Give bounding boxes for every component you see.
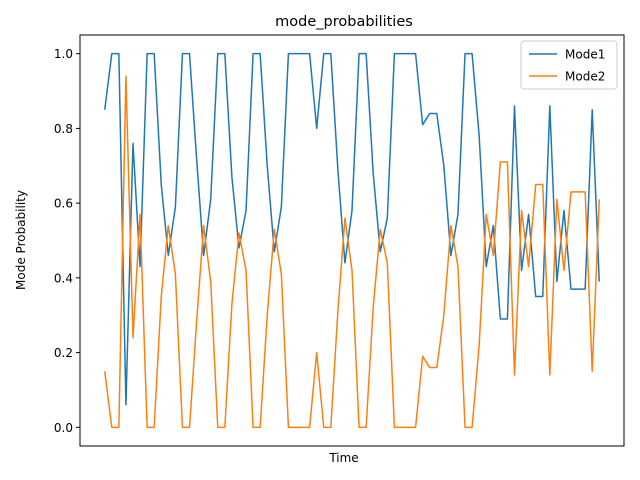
legend-label-mode1: Mode1	[565, 48, 605, 62]
y-tick-label: 1.0	[54, 47, 73, 61]
y-tick-label: 0.6	[54, 197, 73, 211]
y-tick-label: 0.2	[54, 346, 73, 360]
y-axis: 0.0 0.2 0.4 0.6 0.8 1.0	[54, 47, 80, 435]
y-axis-label: Mode Probability	[14, 190, 28, 290]
series-line-mode1	[103, 52, 601, 406]
legend: Mode1 Mode2	[520, 40, 618, 90]
y-tick-label: 0.0	[54, 421, 73, 435]
legend-label-mode2: Mode2	[565, 70, 605, 84]
legend-box	[520, 40, 618, 90]
y-tick-label: 0.8	[54, 122, 73, 136]
y-tick-label: 0.4	[54, 271, 73, 285]
series-layer	[103, 52, 601, 429]
x-axis-label: Time	[328, 451, 358, 465]
plot-area-frame	[79, 34, 625, 447]
series-line-mode2	[103, 75, 601, 429]
chart-title: mode_probabilities	[275, 14, 413, 30]
